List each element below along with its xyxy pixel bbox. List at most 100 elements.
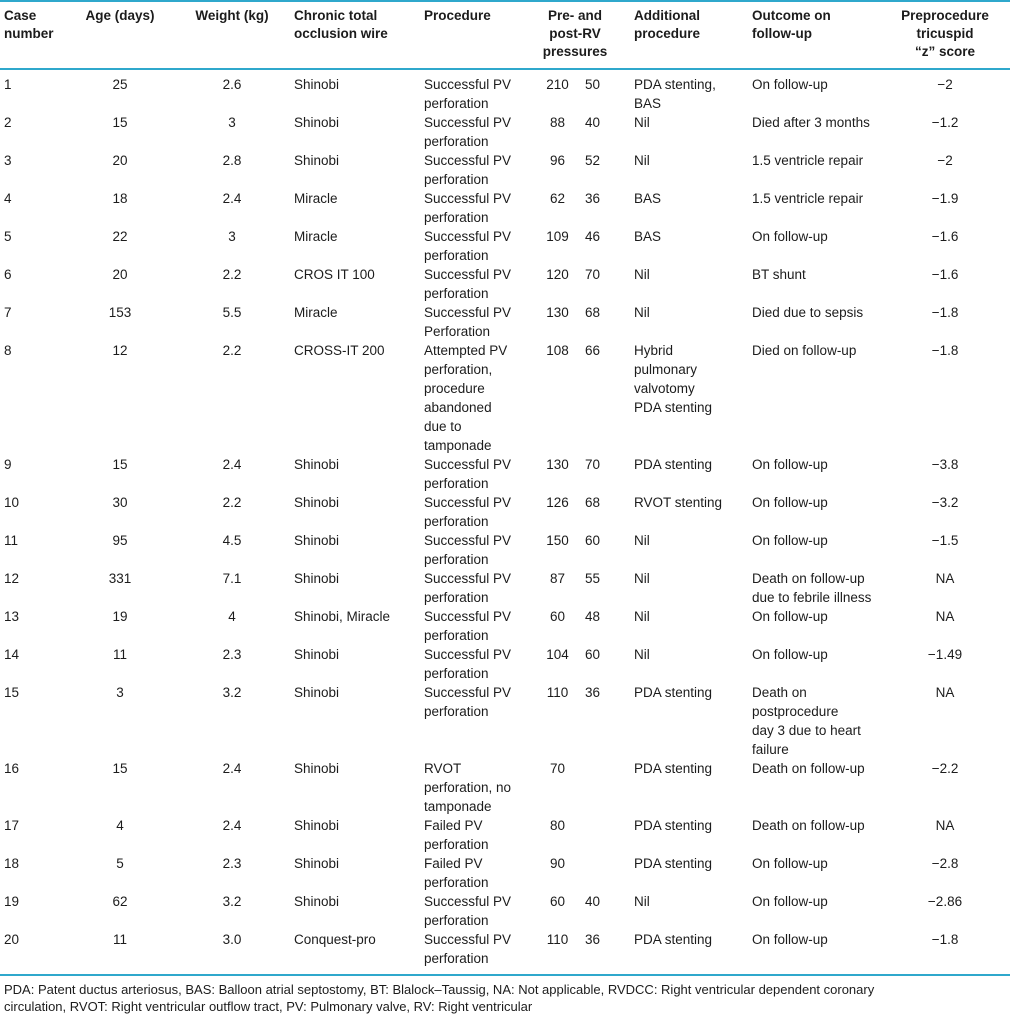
table-row: 6 20 2.2 CROS IT 100 Successful PV perforati…: [0, 265, 1010, 303]
table-row: 4 18 2.4 Miracle Successful PV perforation 62…: [0, 189, 1010, 227]
cell-additional: BAS: [634, 191, 662, 206]
cell-additional: Nil: [634, 153, 650, 168]
cell-z: NA: [935, 571, 955, 586]
cell-age: 22: [112, 229, 128, 244]
cell-post: 48: [584, 609, 601, 624]
cell-z: −1.5: [931, 533, 959, 548]
cell-weight: 2.3: [222, 647, 242, 662]
cell-outcome: Died after 3 months: [752, 115, 870, 130]
cell-age: 18: [112, 191, 128, 206]
cell-outcome: 1.5 ventricle repair: [752, 191, 864, 206]
cell-post: 36: [584, 685, 601, 700]
cell-case: 14: [4, 647, 20, 662]
col-header-outcome: Outcome on follow-up: [748, 1, 881, 70]
cell-weight: 3.2: [222, 685, 242, 700]
cell-weight: 2.8: [222, 153, 242, 168]
cell-pre: 110: [546, 932, 569, 947]
cell-post: 40: [584, 894, 601, 909]
cell-outcome: 1.5 ventricle repair: [752, 153, 864, 168]
cell-wire: Shinobi: [294, 533, 340, 548]
cell-weight: 3.0: [222, 932, 242, 947]
cell-z: −2.2: [931, 761, 959, 776]
cell-procedure: Failed PV perforation: [424, 856, 489, 890]
cases-table: Case number Age (days) Weight (kg) Chronic …: [0, 0, 1010, 976]
cell-z: NA: [935, 609, 955, 624]
cell-case: 6: [4, 267, 12, 282]
table-row: 20 11 3.0 Conquest-pro Successful PV perfora…: [0, 930, 1010, 975]
cell-age: 20: [112, 267, 128, 282]
cell-wire: Shinobi: [294, 153, 340, 168]
cell-z: −1.2: [931, 115, 959, 130]
cell-weight: 2.4: [222, 457, 242, 472]
cell-z: −3.2: [931, 495, 959, 510]
cell-z: −2.8: [931, 856, 959, 871]
cell-additional: BAS: [634, 229, 662, 244]
cell-procedure: Successful PV perforation: [424, 267, 512, 301]
cell-outcome: On follow-up: [752, 647, 828, 662]
cell-weight: 2.4: [222, 818, 242, 833]
table-row: 8 12 2.2 CROSS-IT 200 Attempted PV perforati…: [0, 341, 1010, 455]
cell-post: 60: [584, 533, 601, 548]
cell-case: 16: [4, 761, 20, 776]
col-header-wire: Chronic total occlusion wire: [288, 1, 418, 70]
cell-outcome: Death on follow-up due to febrile illnes…: [752, 571, 872, 605]
table-row: 2 15 3 Shinobi Successful PV perforation 88 40…: [0, 113, 1010, 151]
cell-post: [575, 759, 610, 816]
cell-procedure: Successful PV perforation: [424, 229, 512, 263]
col-header-weight: Weight (kg): [176, 1, 288, 70]
cell-z: −1.8: [931, 343, 959, 358]
cell-wire: Shinobi: [294, 894, 340, 909]
cell-age: 11: [112, 932, 127, 947]
cell-post: 52: [584, 153, 601, 168]
cell-age: 11: [112, 647, 127, 662]
table-row: 10 30 2.2 Shinobi Successful PV perforation 1…: [0, 493, 1010, 531]
cell-additional: Hybrid pulmonary valvotomy PDA stenting: [634, 343, 713, 415]
cell-pre: 108: [546, 343, 569, 358]
cell-pre: 110: [546, 685, 569, 700]
cell-additional: PDA stenting: [634, 457, 713, 472]
cell-procedure: Successful PV perforation: [424, 495, 512, 529]
cell-z: −1.8: [931, 932, 959, 947]
cell-additional: PDA stenting: [634, 856, 713, 871]
cell-weight: 2.2: [222, 267, 242, 282]
cell-outcome: On follow-up: [752, 495, 828, 510]
cell-post: 46: [584, 229, 601, 244]
cell-wire: Conquest-pro: [294, 932, 376, 947]
cell-case: 9: [4, 457, 12, 472]
cell-pre: 150: [546, 533, 569, 548]
cell-wire: Shinobi: [294, 856, 340, 871]
cell-pre: 62: [549, 191, 566, 206]
cell-pre: 109: [546, 229, 569, 244]
cell-pre: 120: [546, 267, 569, 282]
cell-outcome: On follow-up: [752, 77, 828, 92]
cell-pre: 60: [549, 609, 566, 624]
cell-weight: 4.5: [222, 533, 242, 548]
cell-post: 40: [584, 115, 601, 130]
cell-pre: 130: [546, 305, 569, 320]
cell-case: 8: [4, 343, 12, 358]
cell-age: 30: [112, 495, 128, 510]
cell-additional: PDA stenting: [634, 761, 713, 776]
cell-procedure: Successful PV perforation: [424, 571, 512, 605]
cell-post: 36: [584, 932, 601, 947]
cell-case: 5: [4, 229, 12, 244]
cell-post: 68: [584, 305, 601, 320]
cell-outcome: Died due to sepsis: [752, 305, 864, 320]
cell-post: 66: [584, 343, 601, 358]
cell-z: −1.8: [931, 305, 959, 320]
cell-procedure: Successful PV perforation: [424, 894, 512, 928]
cell-case: 12: [4, 571, 20, 586]
table-row: 16 15 2.4 Shinobi RVOT perforation, no tampo…: [0, 759, 1010, 816]
table-row: 3 20 2.8 Shinobi Successful PV perforation 96…: [0, 151, 1010, 189]
cell-outcome: On follow-up: [752, 609, 828, 624]
table-row: 14 11 2.3 Shinobi Successful PV perforation 1…: [0, 645, 1010, 683]
cell-weight: 2.2: [222, 495, 242, 510]
cell-procedure: Successful PV perforation: [424, 115, 512, 149]
cell-case: 7: [4, 305, 12, 320]
table-row: 17 4 2.4 Shinobi Failed PV perforation 80 PDA …: [0, 816, 1010, 854]
table-body: 1 25 2.6 Shinobi Successful PV perforation 21…: [0, 69, 1010, 975]
cell-pre: 88: [549, 115, 566, 130]
cell-wire: Miracle: [294, 191, 338, 206]
cell-procedure: Successful PV perforation: [424, 153, 512, 187]
cell-outcome: On follow-up: [752, 856, 828, 871]
